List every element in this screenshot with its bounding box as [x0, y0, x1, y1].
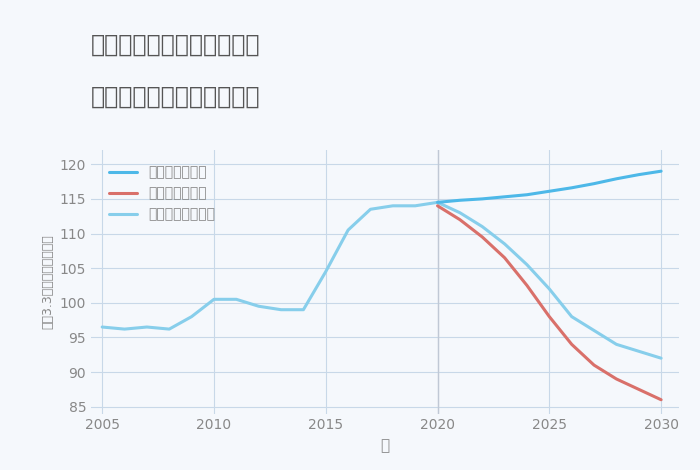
バッドシナリオ: [568, 342, 576, 347]
ノーマルシナリオ: [232, 297, 241, 302]
グッドシナリオ: [568, 185, 576, 191]
グッドシナリオ: [478, 196, 486, 202]
バッドシナリオ: [635, 386, 643, 392]
ノーマルシナリオ: [344, 227, 352, 233]
バッドシナリオ: [500, 255, 509, 260]
ノーマルシナリオ: [143, 324, 151, 330]
グッドシナリオ: [657, 168, 665, 174]
バッドシナリオ: [612, 376, 621, 382]
Line: グッドシナリオ: グッドシナリオ: [438, 171, 661, 203]
ノーマルシナリオ: [366, 206, 375, 212]
バッドシナリオ: [478, 234, 486, 240]
グッドシナリオ: [545, 188, 554, 194]
バッドシナリオ: [657, 397, 665, 403]
グッドシナリオ: [433, 200, 442, 205]
グッドシナリオ: [590, 181, 598, 187]
バッドシナリオ: [523, 282, 531, 288]
ノーマルシナリオ: [299, 307, 307, 313]
ノーマルシナリオ: [98, 324, 106, 330]
バッドシナリオ: [545, 314, 554, 320]
Y-axis label: 坪（3.3㎡）単価（万円）: 坪（3.3㎡）単価（万円）: [41, 235, 54, 329]
Line: ノーマルシナリオ: ノーマルシナリオ: [102, 203, 438, 329]
バッドシナリオ: [456, 217, 464, 222]
バッドシナリオ: [433, 203, 442, 209]
Text: 中古マンションの価格推移: 中古マンションの価格推移: [91, 85, 260, 109]
ノーマルシナリオ: [188, 314, 196, 320]
バッドシナリオ: [590, 362, 598, 368]
グッドシナリオ: [500, 194, 509, 200]
ノーマルシナリオ: [120, 326, 129, 332]
Text: 千葉県長生郡白子町幸治の: 千葉県長生郡白子町幸治の: [91, 33, 260, 57]
ノーマルシナリオ: [411, 203, 419, 209]
X-axis label: 年: 年: [380, 438, 390, 453]
グッドシナリオ: [612, 176, 621, 181]
ノーマルシナリオ: [321, 269, 330, 274]
ノーマルシナリオ: [165, 326, 174, 332]
グッドシナリオ: [456, 197, 464, 203]
ノーマルシナリオ: [276, 307, 285, 313]
ノーマルシナリオ: [210, 297, 218, 302]
ノーマルシナリオ: [389, 203, 397, 209]
Legend: グッドシナリオ, バッドシナリオ, ノーマルシナリオ: グッドシナリオ, バッドシナリオ, ノーマルシナリオ: [104, 160, 220, 227]
ノーマルシナリオ: [255, 304, 263, 309]
Line: バッドシナリオ: バッドシナリオ: [438, 206, 661, 400]
ノーマルシナリオ: [433, 200, 442, 205]
グッドシナリオ: [635, 172, 643, 178]
グッドシナリオ: [523, 192, 531, 197]
